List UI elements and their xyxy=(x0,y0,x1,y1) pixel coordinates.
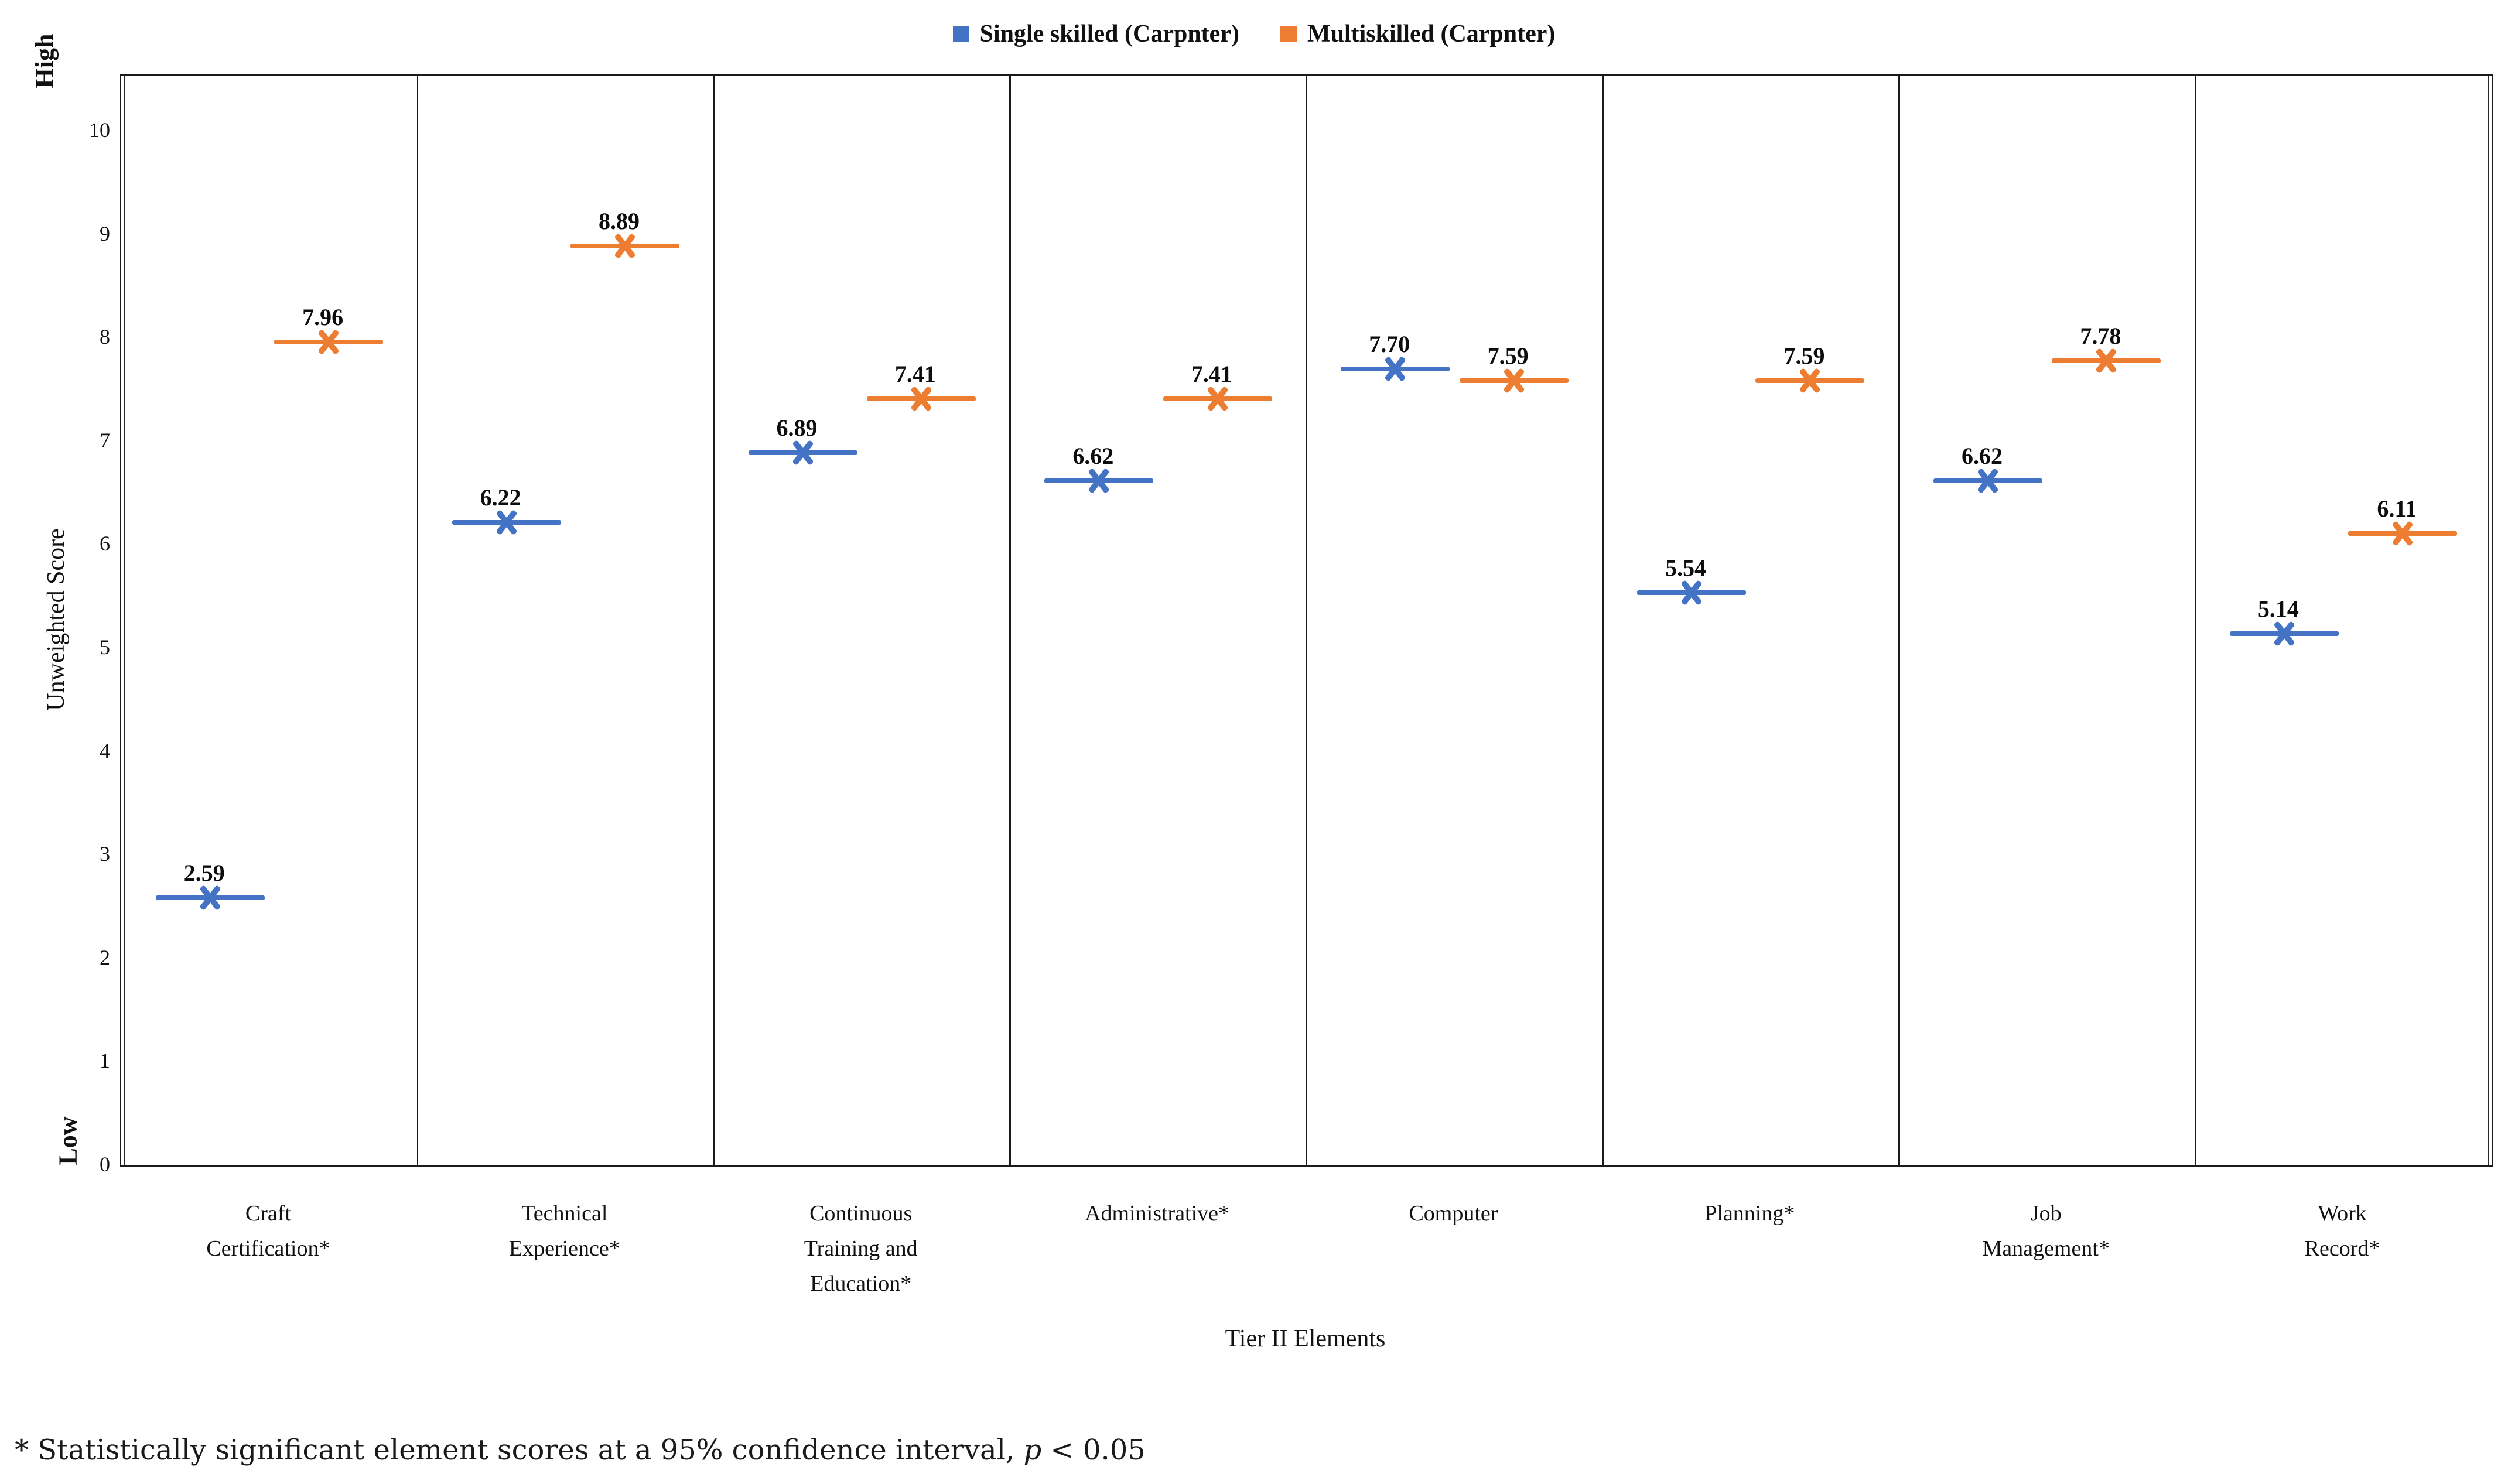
panel-divider xyxy=(1898,76,1900,1165)
footnote-p-variable: p xyxy=(1023,1434,1042,1466)
y-tick-label: 10 xyxy=(89,118,110,142)
data-point-value-label: 7.59 xyxy=(1783,342,1825,369)
data-point-value-label: 6.62 xyxy=(1962,442,2003,469)
x-category-label-line: Computer xyxy=(1409,1201,1498,1226)
y-tick-label: 5 xyxy=(100,635,110,659)
panel-divider xyxy=(2194,76,2196,1165)
x-category-label: Computer xyxy=(1307,1196,1600,1231)
data-point-value-label: 6.62 xyxy=(1072,442,1114,469)
data-point-value-label: 6.89 xyxy=(776,415,818,442)
data-point-value-label: 7.96 xyxy=(302,304,344,331)
panel-divider xyxy=(416,76,419,1165)
x-category-label: Planning* xyxy=(1603,1196,1896,1231)
x-category-label: Continuous Training and Education* xyxy=(715,1196,1007,1301)
footnote-prefix: * Statistically significant element scor… xyxy=(15,1434,1024,1466)
panel-divider xyxy=(713,76,715,1165)
y-tick-label: 9 xyxy=(100,221,110,245)
y-tick-label: 7 xyxy=(100,428,110,452)
legend: Single skilled (Carpnter) Multiskilled (… xyxy=(0,20,2508,48)
x-category-label: Craft Certification* xyxy=(122,1196,415,1266)
legend-item-multiskilled: Multiskilled (Carpnter) xyxy=(1280,20,1555,48)
x-category-label-line: Administrative* xyxy=(1085,1201,1230,1226)
y-tick-label: 4 xyxy=(100,738,110,762)
data-point-value-label: 8.89 xyxy=(598,208,640,235)
plot-area: 2.59 6.22 6.89 6.62 7.70 5.54 6.62 5.14 7.96 8.89… xyxy=(120,74,2493,1167)
data-point-value-label: 7.59 xyxy=(1487,342,1529,369)
x-category-label: Work Record* xyxy=(2196,1196,2489,1266)
panel-divider xyxy=(1009,76,1011,1165)
y-tick-label: 6 xyxy=(100,532,110,556)
data-point-value-label: 7.41 xyxy=(894,361,936,388)
x-category-label-line: Technical xyxy=(521,1201,608,1226)
footnote-suffix: < 0.05 xyxy=(1041,1434,1146,1466)
x-category-label-line: Planning* xyxy=(1704,1201,1795,1226)
x-category-label-line: Education* xyxy=(810,1271,912,1296)
significance-footnote: * Statistically significant element scor… xyxy=(15,1434,1146,1466)
y-tick-label: 8 xyxy=(100,325,110,349)
data-point-value-label: 2.59 xyxy=(183,859,225,886)
x-category-label-line: Experience* xyxy=(508,1236,620,1261)
plot-right-inner-line xyxy=(2488,76,2489,1165)
x-category-label: Administrative* xyxy=(1011,1196,1304,1231)
x-category-label-line: Craft xyxy=(245,1201,291,1226)
x-category-label-line: Job xyxy=(2030,1201,2062,1226)
y-tick-label: 0 xyxy=(100,1153,110,1176)
panel-divider xyxy=(1602,76,1604,1165)
data-point-value-label: 6.22 xyxy=(480,484,521,511)
x-category-label-line: Training and xyxy=(804,1236,918,1261)
data-point-value-label: 7.41 xyxy=(1191,361,1232,388)
x-axis-title: Tier II Elements xyxy=(1225,1325,1386,1352)
x-category-label-line: Work xyxy=(2318,1201,2367,1226)
data-point-value-label: 7.70 xyxy=(1369,331,1410,358)
y-tick-label: 2 xyxy=(100,945,110,969)
x-category-label-line: Continuous xyxy=(809,1201,913,1226)
x-category-label-line: Management* xyxy=(1982,1236,2110,1261)
x-category-label-line: Record* xyxy=(2304,1236,2380,1261)
legend-swatch-multiskilled-icon xyxy=(1280,26,1297,42)
data-point-value-label: 6.11 xyxy=(2377,495,2417,522)
x-category-label-line: Certification* xyxy=(206,1236,330,1261)
data-point-value-label: 5.14 xyxy=(2257,596,2299,623)
y-axis-high-label: High xyxy=(30,33,59,88)
x-category-label: Technical Experience* xyxy=(418,1196,711,1266)
y-tick-label: 3 xyxy=(100,842,110,866)
x-category-label: Job Management* xyxy=(1899,1196,2192,1266)
data-point-value-label: 7.78 xyxy=(2080,323,2121,350)
panel-divider xyxy=(1306,76,1307,1165)
legend-swatch-single-skilled-icon xyxy=(952,26,969,42)
y-axis-line xyxy=(124,76,125,1165)
legend-item-single-skilled: Single skilled (Carpnter) xyxy=(952,20,1239,48)
legend-label-single-skilled: Single skilled (Carpnter) xyxy=(979,20,1239,47)
data-point-value-label: 5.54 xyxy=(1665,554,1707,581)
legend-label-multiskilled: Multiskilled (Carpnter) xyxy=(1307,20,1556,47)
y-tick-label: 1 xyxy=(100,1049,110,1073)
